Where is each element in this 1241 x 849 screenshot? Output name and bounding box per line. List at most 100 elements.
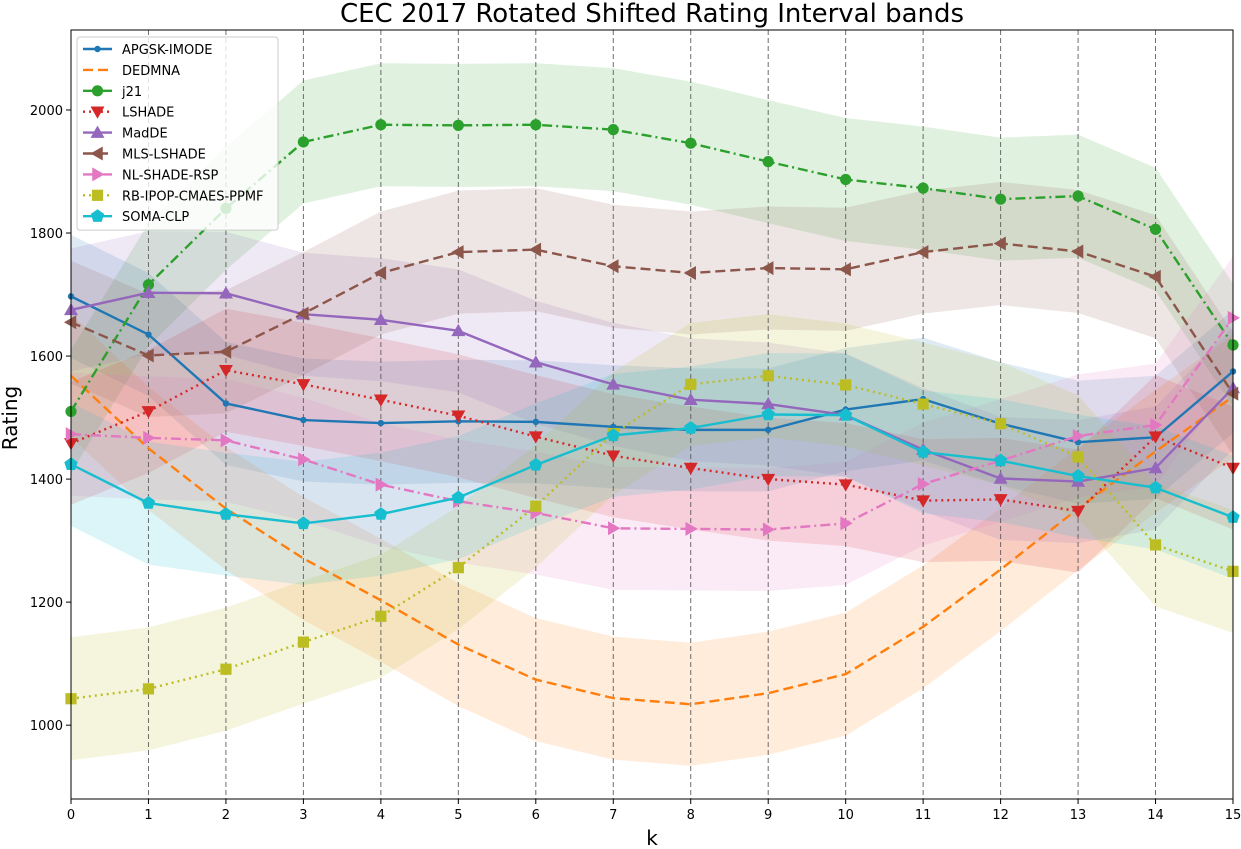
data-point-mls-lshade	[761, 261, 774, 276]
x-tick-label: 6	[532, 808, 540, 823]
data-point-nl-shade-rsp	[1072, 429, 1086, 444]
y-axis-label: Rating	[0, 386, 22, 450]
data-point-nl-shade-rsp	[762, 522, 776, 537]
data-point-j21	[1072, 190, 1084, 202]
data-point-lshade	[838, 479, 853, 492]
data-point-mls-lshade	[993, 236, 1006, 251]
band-dedmna	[71, 314, 1233, 766]
legend-label-dedmna: DEDMNA	[122, 64, 180, 79]
data-point-nl-shade-rsp	[220, 433, 233, 448]
data-point-lshade	[451, 410, 466, 423]
data-point-nl-shade-rsp	[375, 477, 388, 492]
plot-frame	[70, 29, 1234, 800]
y-tick-label: 1200	[30, 596, 63, 611]
data-point-rb-ipop-cmaes-ppmf	[297, 636, 309, 648]
data-point-apgsk-imode	[532, 418, 539, 426]
series-line-apgsk-imode	[71, 295, 1233, 444]
data-point-lshade	[993, 494, 1008, 507]
y-axis: 1000 1200 1400 1600 1800 2000	[30, 104, 71, 734]
data-point-lshade	[1148, 431, 1163, 444]
series-markers	[64, 119, 1240, 705]
data-point-apgsk-imode	[300, 416, 307, 424]
legend-label-apgsk-imode: APGSK-IMODE	[122, 43, 212, 58]
data-point-j21	[452, 119, 464, 131]
data-point-rb-ipop-cmaes-ppmf	[530, 500, 542, 512]
x-tick-label: 10	[837, 808, 854, 823]
data-point-rb-ipop-cmaes-ppmf	[995, 418, 1007, 430]
x-tick-label: 4	[377, 808, 385, 823]
data-point-soma-clp	[993, 453, 1008, 467]
data-point-rb-ipop-cmaes-ppmf	[917, 398, 929, 410]
x-axis: 0 1 2 3 4 5 6 7 8 9 10 11 12 13 14 15	[67, 799, 1241, 823]
band-rb-ipop-cmaes-ppmf	[71, 314, 1233, 761]
x-tick-label: 15	[1225, 808, 1241, 823]
data-point-j21	[685, 137, 697, 149]
legend-marker-j21	[91, 85, 104, 97]
x-tick-label: 3	[299, 808, 307, 823]
series-line-dedmna	[71, 374, 1233, 706]
data-point-j21	[530, 119, 542, 131]
y-tick-label: 1800	[30, 227, 63, 242]
x-tick-label: 1	[144, 808, 152, 823]
band-nl-shade-rsp	[71, 256, 1233, 592]
data-point-j21	[762, 156, 774, 168]
y-tick-label: 1600	[30, 350, 63, 365]
data-point-j21	[607, 124, 619, 136]
vertical-gridlines	[147, 30, 1157, 799]
data-point-lshade	[141, 406, 156, 419]
data-point-rb-ipop-cmaes-ppmf	[1149, 539, 1162, 551]
data-point-mls-lshade	[373, 266, 387, 281]
legend-marker-mls-lshade	[90, 146, 103, 161]
data-point-mls-lshade	[606, 259, 619, 274]
data-point-lshade	[218, 364, 233, 378]
data-point-apgsk-imode	[765, 426, 772, 434]
data-point-soma-clp	[529, 457, 543, 471]
data-point-nl-shade-rsp	[917, 477, 931, 492]
legend-label-j21: j21	[121, 85, 142, 100]
x-tick-label: 13	[1070, 808, 1087, 823]
data-point-madde	[761, 397, 776, 410]
data-point-apgsk-imode	[377, 419, 385, 427]
data-point-mls-lshade	[528, 242, 542, 257]
data-point-madde	[451, 323, 466, 337]
legend-label-lshade: LSHADE	[122, 106, 174, 121]
legend-label-soma-clp: SOMA-CLP	[122, 210, 189, 225]
data-point-j21	[142, 279, 155, 291]
data-point-mls-lshade	[296, 306, 309, 321]
chart-title: CEC 2017 Rotated Shifted Rating Interval…	[340, 0, 964, 29]
data-point-rb-ipop-cmaes-ppmf	[375, 610, 387, 622]
data-point-madde	[218, 286, 233, 299]
data-point-nl-shade-rsp	[1227, 310, 1240, 325]
data-point-mls-lshade	[1148, 269, 1161, 284]
band-lshade	[71, 308, 1233, 573]
data-point-lshade	[683, 462, 698, 476]
data-point-soma-clp	[1148, 480, 1163, 494]
band-madde	[71, 231, 1233, 544]
data-point-rb-ipop-cmaes-ppmf	[840, 379, 852, 391]
data-point-lshade	[761, 473, 776, 487]
series-line-madde	[71, 291, 1233, 483]
data-point-mls-lshade	[64, 315, 77, 330]
legend: APGSK-IMODE DEDMNA j21 LSHADE MadDE MLS-LSHAD…	[76, 36, 279, 231]
data-point-nl-shade-rsp	[840, 516, 853, 531]
legend-marker-lshade	[90, 106, 105, 119]
legend-marker-apgsk-imode	[94, 45, 101, 53]
band-soma-clp	[71, 352, 1233, 585]
x-tick-label: 0	[67, 808, 75, 823]
data-point-rb-ipop-cmaes-ppmf	[1072, 451, 1084, 463]
x-tick-label: 5	[454, 808, 462, 823]
data-point-madde	[141, 285, 156, 298]
data-point-soma-clp	[141, 496, 156, 509]
legend-marker-madde	[90, 125, 105, 138]
data-point-lshade	[373, 394, 388, 407]
data-point-madde	[683, 392, 698, 405]
data-point-rb-ipop-cmaes-ppmf	[685, 378, 697, 390]
data-point-j21	[840, 173, 852, 186]
data-point-soma-clp	[761, 407, 775, 421]
series-line-nl-shade-rsp	[71, 317, 1233, 531]
legend-marker-rb-ipop-cmaes-ppmf	[91, 189, 104, 201]
x-axis-label: k	[646, 826, 658, 849]
legend-label-nl-shade-rsp: NL-SHADE-RSP	[122, 168, 219, 183]
data-point-soma-clp	[839, 408, 853, 421]
x-tick-label: 7	[609, 808, 617, 823]
